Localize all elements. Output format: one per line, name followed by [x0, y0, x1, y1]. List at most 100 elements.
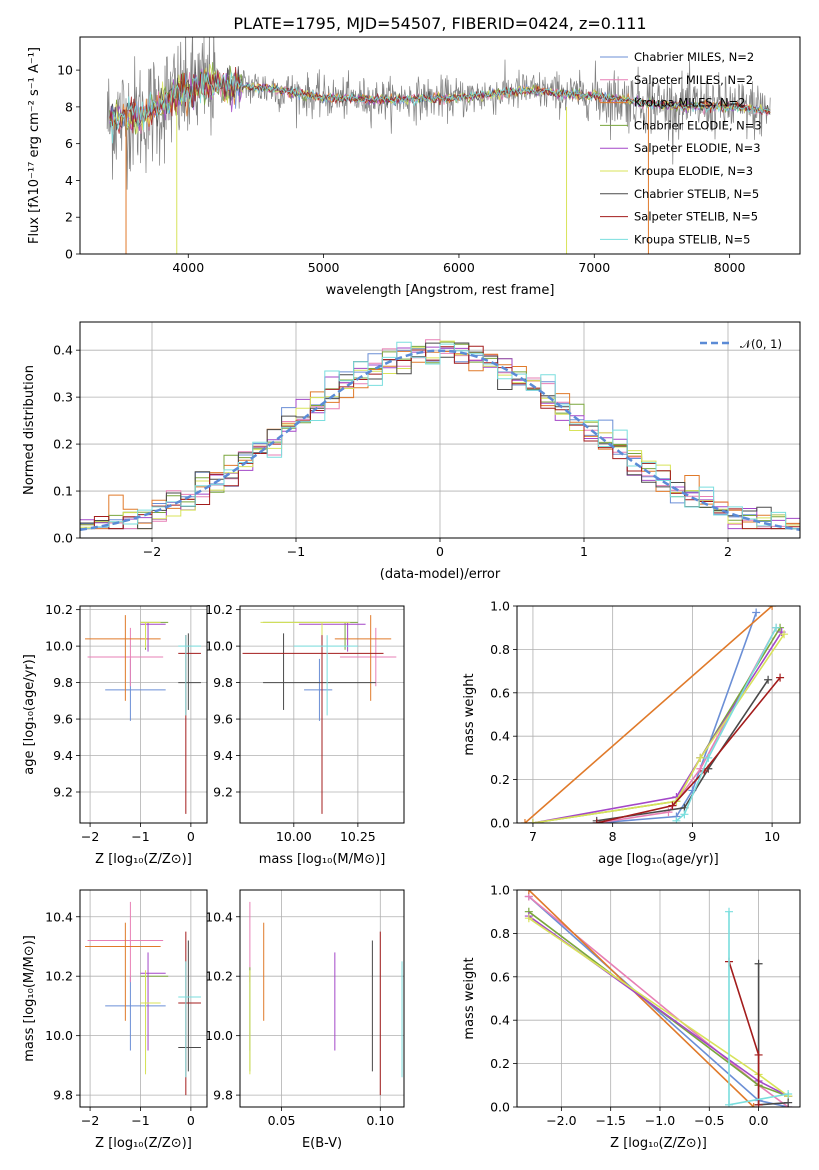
y-tick-label: 0.6: [490, 685, 510, 700]
legend-entry-label: Salpeter ELODIE, N=3: [634, 141, 761, 155]
x-tick-label: 0.0: [749, 1113, 769, 1128]
y-tick-label: 9.4: [213, 748, 233, 763]
cumulative-mass-line: [532, 627, 781, 823]
cumulative-mass-line: [675, 627, 777, 822]
age-vs-Z-panel: −2 −1 0 9.2 9.4 9.6 9.8 10.0 10.2 Z [log₁₀(Z/Z⊙)]…: [22, 602, 208, 867]
y-axis-label: Normed distribution: [22, 365, 37, 495]
x-tick-label: 0: [436, 544, 444, 559]
cumulative-mass-line: [596, 627, 777, 823]
residuals-panel: −2 −1 0 1 2 0.0 0.1 0.2 0.3 0.4 (data-model)/error…: [22, 321, 801, 582]
cumulative-point-marker: [528, 819, 537, 823]
y-tick-label: 9.8: [53, 1088, 73, 1103]
y-tick-label: 10.4: [205, 909, 233, 924]
x-axis-label: age [log₁₀(age/yr)]: [598, 852, 719, 867]
x-tick-label: −2: [143, 544, 161, 559]
y-tick-label: 9.2: [53, 785, 73, 800]
x-tick-label: −2: [81, 829, 99, 844]
x-axis-label: E(B-V): [302, 1136, 342, 1151]
y-tick-label: 0.4: [490, 1013, 510, 1028]
cumulative-point-marker: [672, 816, 681, 823]
mass-vs-EBV-frame: [239, 889, 405, 1108]
y-tick-label: 9.4: [53, 748, 73, 763]
model-spectrum-line: [109, 72, 771, 144]
y-tick-label: 6: [65, 136, 73, 151]
cumulative-Z-frame: [516, 889, 801, 1108]
x-axis-label: Z [log₁₀(Z/Z⊙)]: [95, 1136, 192, 1151]
x-tick-label: 5000: [308, 260, 340, 275]
x-tick-label: −0.5: [694, 1113, 724, 1128]
cumulative-mass-line: [728, 961, 760, 1105]
y-tick-label: 10.2: [205, 602, 233, 617]
y-tick-label: 0.0: [490, 1100, 510, 1115]
age-vs-mass-panel: 10.00 10.25 9.2 9.4 9.6 9.8 10.0 10.2 mass [log₁…: [205, 602, 405, 867]
x-axis-label: Z [log₁₀(Z/Z⊙)]: [95, 852, 192, 867]
y-tick-label: 0.2: [490, 772, 510, 787]
cumulative-Z-plot-area: [524, 890, 793, 1107]
cumulative-point-marker: [768, 606, 777, 610]
cumulative-point-marker: [754, 959, 763, 968]
cumulative-mass-line: [524, 606, 773, 823]
y-tick-label: 0.8: [490, 926, 510, 941]
y-tick-label: 10.4: [45, 909, 73, 924]
x-tick-label: 10.00: [276, 829, 312, 844]
x-tick-label: 0.05: [268, 1113, 296, 1128]
age-vs-mass-plot-area: [242, 615, 397, 814]
y-tick-label: 10.2: [205, 969, 233, 984]
y-tick-label: 0: [65, 247, 73, 262]
cumulative-mass-line: [596, 677, 781, 823]
residuals-plot-area: [80, 339, 800, 532]
cumulative-mass-line: [528, 890, 755, 1107]
y-tick-label: 10.0: [205, 1028, 233, 1043]
x-axis-label: Z [log₁₀(Z/Z⊙)]: [610, 1136, 707, 1151]
cumulative-mass-line: [596, 679, 769, 822]
cumulative-point-marker: [784, 1089, 793, 1098]
x-tick-label: 10: [764, 829, 780, 844]
y-tick-label: 1.0: [490, 599, 510, 614]
x-tick-label: 2: [724, 544, 732, 559]
cumulative-point-marker: [680, 810, 689, 819]
x-tick-label: 7000: [578, 260, 610, 275]
y-axis-label: mass weight: [462, 957, 477, 1039]
x-tick-label: 8000: [714, 260, 746, 275]
x-tick-label: 9: [688, 829, 696, 844]
y-tick-label: 9.6: [213, 712, 233, 727]
spectrum-frame: [79, 36, 801, 255]
x-tick-label: 6000: [443, 260, 475, 275]
x-tick-label: −2: [81, 1113, 99, 1128]
mass-vs-EBV-plot-area: [249, 901, 403, 1096]
y-tick-label: 0.2: [53, 437, 73, 452]
cumulative-point-marker: [696, 753, 705, 762]
y-tick-label: 10: [57, 63, 73, 78]
age-vs-mass-frame: [239, 605, 405, 824]
spectrum-plot-area: [106, 37, 771, 254]
cumulative-point-marker: [780, 630, 789, 639]
y-tick-label: 10.2: [45, 602, 73, 617]
y-tick-label: 9.8: [213, 675, 233, 690]
legend-entry-label: Chabrier ELODIE, N=3: [634, 118, 762, 132]
y-tick-label: 0.0: [490, 816, 510, 831]
y-tick-label: 0.0: [53, 531, 73, 546]
y-tick-label: 9.2: [213, 785, 233, 800]
legend-entry-label: Salpeter MILES, N=2: [634, 73, 753, 87]
legend-entry-label: Kroupa STELIB, N=5: [634, 232, 751, 246]
spectrum-panel: 4000 5000 6000 7000 8000 0 2 4 6 8 10 wavelength [A…: [27, 36, 801, 298]
y-tick-label: 10.0: [205, 639, 233, 654]
age-vs-Z-plot-area: [85, 615, 201, 814]
x-tick-label: 0.10: [366, 1113, 394, 1128]
age-vs-Z-frame: [79, 605, 208, 824]
legend-entry-label: 𝒩(0, 1): [740, 337, 782, 351]
residual-histogram-step: [80, 341, 800, 530]
x-tick-label: 7: [529, 829, 537, 844]
cumulative-point-marker: [784, 1098, 793, 1107]
x-tick-label: −1.5: [595, 1113, 625, 1128]
mass-vs-Z-frame: [79, 889, 208, 1108]
y-tick-label: 10.2: [45, 969, 73, 984]
y-tick-label: 2: [65, 210, 73, 225]
cumulative-mass-line: [528, 917, 789, 1097]
normal-reference-curve: [80, 349, 800, 532]
residuals-frame: [79, 321, 801, 539]
x-tick-label: −1.0: [645, 1113, 675, 1128]
x-axis-label: mass [log₁₀(M/M⊙)]: [259, 852, 386, 867]
x-tick-label: 4000: [172, 260, 204, 275]
y-tick-label: 0.1: [53, 484, 73, 499]
